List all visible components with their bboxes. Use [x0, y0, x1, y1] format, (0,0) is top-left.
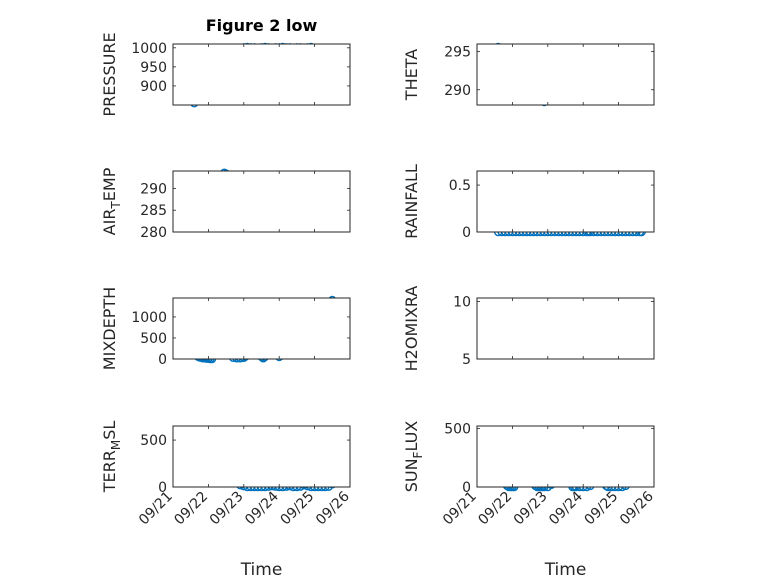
- y-tick-label: 1000: [131, 310, 167, 326]
- y-axis-label: SUNFLUX: [402, 421, 425, 493]
- y-tick-label: 500: [444, 421, 471, 437]
- y-tick-label: 1000: [131, 41, 167, 57]
- y-axis-label: TERRMSL: [100, 421, 123, 494]
- y-tick-label: 0: [462, 480, 471, 496]
- axes-frame: [476, 425, 655, 488]
- y-axis-label-sub: M: [109, 440, 123, 450]
- y-axis-label-suffix: SL: [100, 421, 119, 440]
- subplot-rainfall: 0 0.5 RAINFALL: [402, 164, 655, 241]
- x-axis-label: Time: [240, 560, 283, 580]
- chart-title: Figure 2 low: [206, 16, 318, 35]
- y-axis-label-sub: F: [411, 451, 425, 458]
- y-tick-label: 295: [444, 45, 471, 61]
- y-axis-label-suffix: EMP: [100, 167, 119, 201]
- y-tick-label: 950: [140, 60, 167, 76]
- y-axis-label: H2OMIXRA: [402, 286, 421, 372]
- y-tick-label: 900: [140, 79, 167, 95]
- y-tick-label: 0: [158, 480, 167, 496]
- y-axis-label-main: TERR: [100, 450, 119, 493]
- y-axis-label: THETA: [402, 49, 421, 101]
- y-tick-label: 280: [140, 225, 167, 241]
- y-axis-label-suffix: LUX: [402, 421, 421, 452]
- axes-frame: [172, 43, 351, 106]
- y-axis-label-main: AIR: [100, 209, 119, 236]
- y-tick-label: 290: [140, 181, 167, 197]
- subplot-pressure: 900 950 1000 PRESSURE Figure 2 low: [100, 16, 351, 117]
- y-tick-label: 0: [462, 225, 471, 241]
- y-tick-label: 10: [453, 294, 471, 310]
- y-tick-label: 500: [140, 331, 167, 347]
- axes-frame: [172, 297, 351, 360]
- y-tick-label: 290: [444, 83, 471, 99]
- subplot-air_temp: 280 285 290 AIRTEMP: [100, 167, 351, 241]
- subplot-h2omixra: 5 10 H2OMIXRA: [402, 286, 655, 372]
- y-tick-label: 285: [140, 203, 167, 219]
- subplot-mixdepth: 0 500 1000 MIXDEPTH: [100, 287, 351, 370]
- axes-frame: [172, 425, 351, 488]
- axes-frame: [476, 297, 655, 360]
- y-tick-label: 5: [462, 352, 471, 368]
- subplot-theta: 290 295 THETA: [402, 42, 655, 107]
- y-axis-label: RAINFALL: [402, 164, 421, 239]
- y-axis-label: PRESSURE: [100, 32, 119, 116]
- axes-frame: [476, 170, 655, 233]
- y-axis-label-sub: T: [109, 201, 123, 210]
- axes-frame: [476, 43, 655, 106]
- y-axis-label: MIXDEPTH: [100, 287, 119, 370]
- y-axis-label-main: SUN: [402, 458, 421, 492]
- x-axis-label: Time: [544, 560, 587, 580]
- y-tick-label: 0.5: [449, 178, 471, 194]
- subplot-sun_flux: 050009/2109/2209/2309/2409/2509/26TimeSU…: [402, 421, 657, 580]
- y-tick-label: 0: [158, 352, 167, 368]
- y-tick-label: 500: [140, 433, 167, 449]
- axes-frame: [172, 170, 351, 233]
- y-axis-label: AIRTEMP: [100, 167, 123, 235]
